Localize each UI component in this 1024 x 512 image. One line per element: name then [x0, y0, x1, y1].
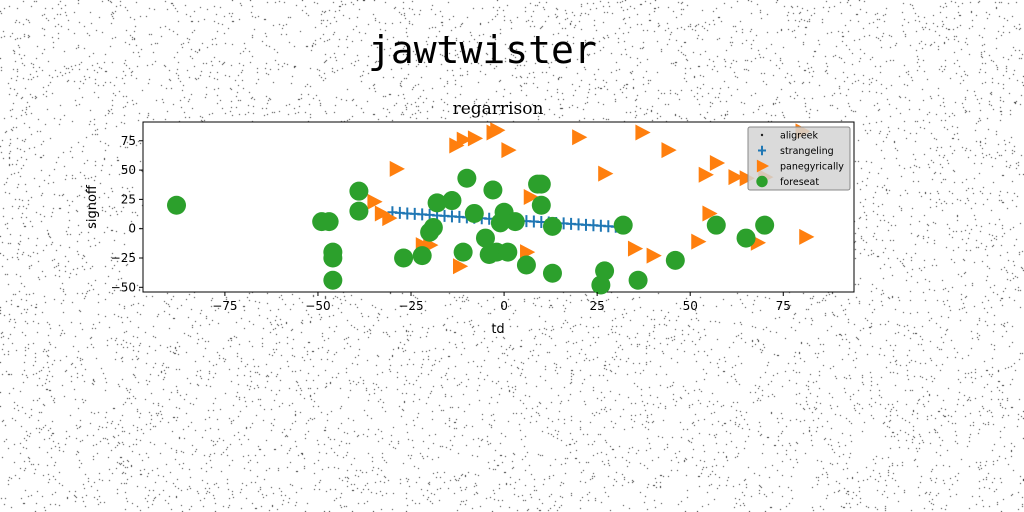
x-tick-label: −25: [398, 299, 423, 313]
point-foreseat: [595, 261, 615, 281]
point-panegyrically: [698, 166, 714, 183]
point-foreseat: [167, 195, 187, 215]
point-foreseat: [516, 255, 536, 275]
legend-marker-aligreek: [760, 133, 764, 137]
point-panegyrically: [627, 240, 644, 257]
legend: aligreek strangeling panegyrically foreseat: [747, 126, 851, 191]
legend-marker-foreseat: [756, 175, 768, 188]
y-tick-label: −25: [111, 251, 136, 265]
point-foreseat: [323, 248, 343, 268]
y-tick-label: −50: [111, 280, 136, 294]
point-foreseat: [483, 180, 503, 200]
y-tick-label: 75: [121, 134, 136, 148]
point-panegyrically: [490, 122, 506, 139]
y-tick-label: 0: [128, 222, 136, 236]
legend-marker-strangeling: [758, 145, 766, 156]
point-foreseat: [349, 181, 369, 201]
point-panegyrically: [799, 228, 815, 245]
point-panegyrically: [661, 142, 677, 159]
legend-label: aligreek: [780, 131, 819, 142]
point-panegyrically: [572, 129, 588, 146]
point-foreseat: [319, 212, 339, 232]
point-foreseat: [736, 228, 756, 248]
point-foreseat: [475, 228, 495, 248]
legend-label: strangeling: [780, 146, 834, 157]
x-tick-label: 25: [590, 299, 605, 313]
point-panegyrically: [728, 169, 744, 186]
point-foreseat: [498, 242, 518, 262]
point-panegyrically: [367, 193, 383, 210]
x-tick-label: 75: [776, 299, 791, 313]
point-foreseat: [453, 242, 473, 262]
point-foreseat: [323, 270, 343, 290]
point-foreseat: [464, 203, 484, 223]
point-panegyrically: [691, 233, 707, 250]
x-tick-label: 0: [500, 299, 508, 313]
point-foreseat: [706, 215, 726, 235]
point-panegyrically: [739, 170, 755, 187]
x-tick-label: 50: [683, 299, 698, 313]
point-foreseat: [349, 201, 369, 221]
x-axis-label: td: [491, 322, 504, 337]
point-panegyrically: [635, 124, 651, 141]
point-foreseat: [531, 195, 551, 215]
chart-title: regarrison: [453, 99, 544, 119]
x-axis: −75 −50 −25 0 25 50 75: [212, 292, 791, 313]
point-panegyrically: [523, 189, 539, 206]
legend-label: foreseat: [780, 177, 819, 188]
point-foreseat: [665, 250, 685, 270]
point-foreseat: [531, 174, 551, 194]
point-panegyrically: [501, 142, 517, 159]
point-foreseat: [442, 191, 462, 211]
point-foreseat: [613, 215, 633, 235]
point-panegyrically: [382, 210, 398, 227]
legend-box: [747, 126, 851, 191]
point-panegyrically: [389, 160, 405, 177]
y-axis: −50 −25 0 25 50 75: [111, 134, 143, 294]
point-foreseat: [542, 216, 562, 236]
point-panegyrically: [598, 165, 614, 182]
point-panegyrically: [702, 205, 718, 222]
point-panegyrically: [456, 131, 472, 148]
point-panegyrically: [646, 247, 662, 264]
point-foreseat: [457, 168, 477, 188]
x-tick-label: −75: [212, 299, 237, 313]
y-tick-label: 25: [121, 192, 136, 206]
point-foreseat: [755, 215, 775, 235]
data-marks: [167, 122, 815, 295]
point-foreseat: [423, 218, 443, 238]
point-foreseat: [412, 246, 432, 266]
figure-title: jawtwister: [368, 28, 597, 72]
point-foreseat: [505, 212, 525, 232]
legend-marker-panegyrically: [756, 159, 770, 173]
point-panegyrically: [453, 258, 469, 275]
point-foreseat: [542, 263, 562, 283]
point-foreseat: [427, 193, 447, 213]
x-tick-label: −50: [305, 299, 330, 313]
point-panegyrically: [467, 130, 484, 147]
point-panegyrically: [709, 155, 726, 172]
point-foreseat: [628, 270, 648, 290]
y-axis-label: signoff: [85, 184, 100, 229]
y-tick-label: 50: [121, 163, 136, 177]
legend-label: panegyrically: [780, 162, 844, 173]
point-foreseat: [394, 248, 414, 268]
